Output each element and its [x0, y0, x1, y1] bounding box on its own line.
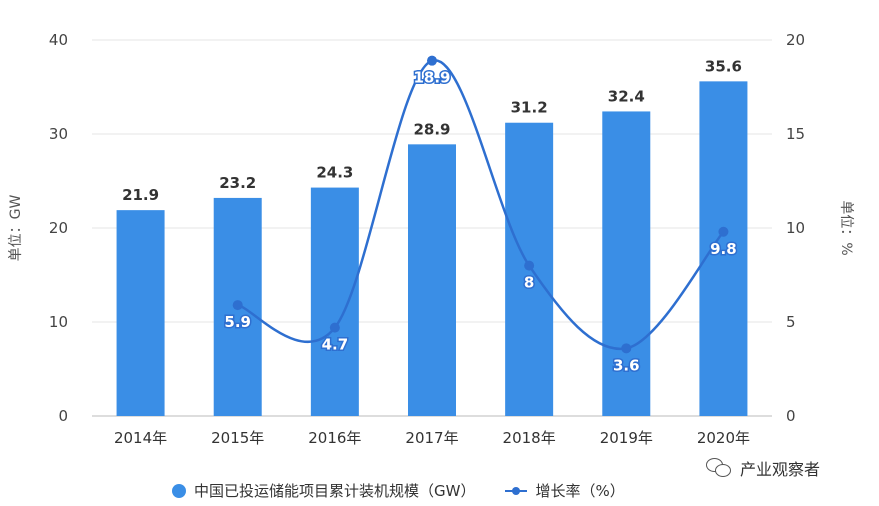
y-tick-label: 10 — [49, 313, 68, 331]
y2-axis-label: 单位：% — [838, 200, 854, 255]
line-point — [232, 300, 243, 311]
legend-item-bar[interactable]: 中国已投运储能项目累计装机规模（GW） — [172, 480, 475, 501]
y-tick-label: 40 — [49, 31, 68, 49]
y-tick-label: 30 — [49, 125, 68, 143]
line-data-label: 4.7 — [322, 336, 349, 354]
line-data-label: 18.9 — [413, 69, 450, 87]
line-data-label: 8 — [524, 274, 534, 292]
x-tick-label: 2014年 — [114, 429, 167, 447]
y2-tick-label: 10 — [786, 219, 805, 237]
y-axis-label: 单位：GW — [8, 195, 24, 262]
legend: 中国已投运储能项目累计装机规模（GW） 增长率（%） — [172, 480, 655, 501]
bar-data-label: 21.9 — [122, 186, 159, 204]
bar — [310, 187, 359, 416]
y2-tick-label: 5 — [786, 313, 796, 331]
watermark-text: 产业观察者 — [740, 460, 821, 479]
line-point — [718, 226, 729, 237]
y-tick-label: 20 — [49, 219, 68, 237]
y2-tick-label: 0 — [786, 407, 796, 425]
legend-line-swatch — [505, 484, 528, 498]
x-tick-label: 2015年 — [211, 429, 264, 447]
line-data-label: 9.8 — [710, 240, 737, 258]
line-point — [524, 260, 535, 271]
line-data-label: 3.6 — [613, 356, 640, 374]
y2-tick-label: 15 — [786, 125, 805, 143]
bar-data-label: 32.4 — [608, 87, 645, 105]
bar-data-label: 31.2 — [511, 99, 548, 117]
bar-data-label: 24.3 — [316, 164, 353, 182]
line-point — [427, 55, 437, 66]
wechat-icon — [706, 458, 732, 478]
watermark: 产业观察者 — [706, 456, 820, 480]
bar — [408, 144, 456, 416]
line-point — [329, 322, 340, 333]
bar-data-label: 23.2 — [219, 174, 256, 192]
y-tick-label: 0 — [58, 407, 68, 425]
y2-tick-label: 20 — [786, 31, 805, 49]
x-tick-label: 2020年 — [697, 429, 750, 447]
bar-data-label: 28.9 — [413, 120, 450, 138]
legend-bar-label: 中国已投运储能项目累计装机规模（GW） — [194, 482, 476, 500]
bar — [602, 111, 651, 416]
legend-line-label: 增长率（%） — [535, 482, 625, 500]
line-point — [621, 343, 632, 354]
bar — [116, 210, 165, 416]
x-tick-label: 2018年 — [503, 429, 556, 447]
legend-bar-swatch — [172, 483, 186, 498]
growth-rate-line — [237, 59, 725, 351]
line-data-label: 5.9 — [224, 313, 251, 331]
bar — [699, 81, 748, 417]
x-tick-label: 2016年 — [308, 429, 361, 447]
legend-item-line[interactable]: 增长率（%） — [505, 480, 625, 501]
bar-data-label: 35.6 — [705, 57, 742, 75]
x-tick-label: 2017年 — [405, 429, 458, 447]
x-tick-label: 2019年 — [600, 429, 653, 447]
